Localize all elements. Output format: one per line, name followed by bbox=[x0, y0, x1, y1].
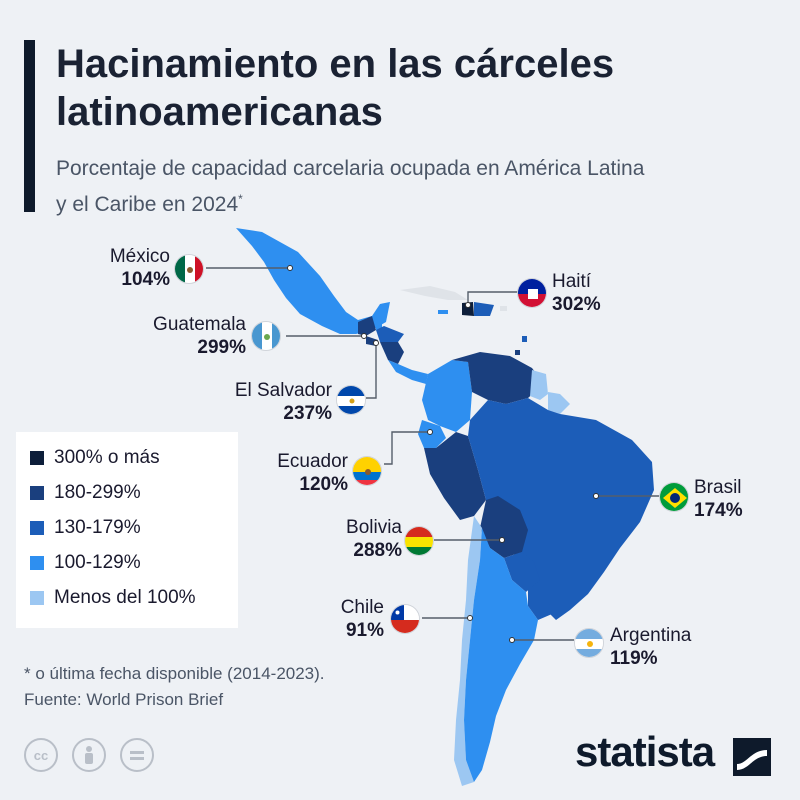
country-uruguay bbox=[528, 586, 552, 620]
label-brasil: Brasil 174% bbox=[694, 476, 743, 522]
country-chile bbox=[454, 516, 482, 786]
flag-argentina-icon bbox=[574, 628, 604, 658]
legend-item: 100-129% bbox=[30, 551, 141, 575]
country-suriname-guiana bbox=[548, 392, 570, 414]
country-bolivia bbox=[480, 496, 528, 558]
label-guatemala: Guatemala 299% bbox=[153, 313, 246, 359]
legend-item: 180-299% bbox=[30, 481, 141, 505]
flag-ecuador-icon bbox=[352, 456, 382, 486]
chart-subtitle: Porcentaje de capacidad carcelaria ocupa… bbox=[56, 157, 645, 216]
flag-bolivia-icon bbox=[404, 526, 434, 556]
leader-dots bbox=[287, 265, 599, 643]
legend-label: 180-299% bbox=[54, 482, 141, 503]
flag-mexico-icon bbox=[174, 254, 204, 284]
country-value: 91% bbox=[345, 620, 384, 641]
country-name: Argentina bbox=[610, 625, 692, 646]
country-peru bbox=[424, 432, 486, 520]
legend-swatch bbox=[30, 521, 44, 535]
statista-logo-icon bbox=[733, 738, 771, 776]
country-mexico bbox=[236, 228, 390, 334]
label-haiti: Haití 302% bbox=[552, 270, 601, 316]
country-jamaica bbox=[438, 310, 448, 314]
legend-item: 300% o más bbox=[30, 446, 160, 470]
flag-brasil-icon bbox=[659, 482, 689, 512]
flag-guatemala-icon bbox=[251, 321, 281, 351]
country-name: Guatemala bbox=[153, 314, 246, 335]
flag-haiti-icon bbox=[517, 278, 547, 308]
chart-title: Hacinamiento en las cárceles latinoameri… bbox=[56, 42, 615, 134]
title-accent-bar bbox=[24, 40, 35, 212]
leader-ecuador bbox=[384, 431, 430, 465]
country-value: 120% bbox=[299, 474, 348, 495]
label-argentina: Argentina 119% bbox=[610, 624, 691, 670]
country-value: 174% bbox=[694, 500, 743, 521]
country-name: Haití bbox=[552, 271, 592, 292]
country-nicaragua bbox=[380, 342, 404, 364]
label-mexico: México 104% bbox=[110, 245, 170, 291]
label-chile: Chile 91% bbox=[341, 596, 384, 642]
country-honduras bbox=[376, 326, 404, 342]
country-value: 299% bbox=[197, 337, 246, 358]
country-name: El Salvador bbox=[234, 380, 332, 401]
country-value: 237% bbox=[283, 403, 332, 424]
flag-chile-icon bbox=[390, 604, 420, 634]
island-small-1 bbox=[522, 336, 527, 342]
leader-haiti bbox=[467, 291, 522, 304]
label-bolivia: Bolivia 288% bbox=[346, 516, 402, 562]
footnote: * o última fecha disponible (2014-2023). bbox=[24, 664, 325, 683]
country-paraguay bbox=[504, 552, 540, 592]
country-dominican-rep bbox=[474, 302, 494, 316]
legend-label: 100-129% bbox=[54, 552, 141, 573]
cc-icon[interactable]: cc bbox=[24, 738, 58, 772]
no-derivatives-icon[interactable] bbox=[120, 738, 154, 772]
legend-label: 300% o más bbox=[54, 447, 160, 468]
country-name: Ecuador bbox=[277, 451, 348, 472]
legend-swatch bbox=[30, 591, 44, 605]
flag-el-salvador-icon bbox=[336, 385, 366, 415]
country-venezuela bbox=[452, 352, 544, 404]
country-name: Bolivia bbox=[346, 517, 402, 538]
country-colombia bbox=[422, 360, 472, 432]
legend-item: 130-179% bbox=[30, 516, 141, 540]
leader-el-salvador bbox=[366, 344, 377, 399]
leader-lines bbox=[206, 267, 660, 641]
source-note: Fuente: World Prison Brief bbox=[24, 690, 224, 709]
country-value: 104% bbox=[121, 269, 170, 290]
country-haiti bbox=[462, 302, 474, 316]
country-value: 119% bbox=[610, 648, 658, 669]
legend: 300% o más 180-299% 130-179% 100-129% Me… bbox=[16, 432, 238, 628]
label-el-salvador: El Salvador 237% bbox=[235, 379, 332, 425]
legend-item: Menos del 100% bbox=[30, 586, 196, 610]
country-cuba bbox=[400, 286, 468, 300]
country-puerto-rico bbox=[500, 306, 507, 311]
statista-logo[interactable]: statista bbox=[575, 728, 715, 775]
country-value: 302% bbox=[552, 294, 601, 315]
country-name: México bbox=[109, 246, 170, 267]
legend-label: Menos del 100% bbox=[54, 587, 196, 608]
country-name: Brasil bbox=[694, 477, 742, 498]
country-brasil bbox=[468, 398, 654, 620]
legend-label: 130-179% bbox=[54, 517, 141, 538]
country-guyana bbox=[530, 370, 548, 400]
legend-swatch bbox=[30, 451, 44, 465]
country-belize bbox=[375, 316, 382, 330]
country-guatemala bbox=[358, 316, 376, 336]
country-name: Chile bbox=[340, 597, 384, 618]
legend-swatch bbox=[30, 556, 44, 570]
island-small-2 bbox=[515, 350, 520, 355]
country-value: 288% bbox=[353, 540, 402, 561]
country-argentina bbox=[464, 528, 538, 782]
country-costa-rica-panama bbox=[388, 360, 428, 384]
legend-swatch bbox=[30, 486, 44, 500]
attribution-icon[interactable] bbox=[72, 738, 106, 772]
label-ecuador: Ecuador 120% bbox=[277, 450, 348, 496]
